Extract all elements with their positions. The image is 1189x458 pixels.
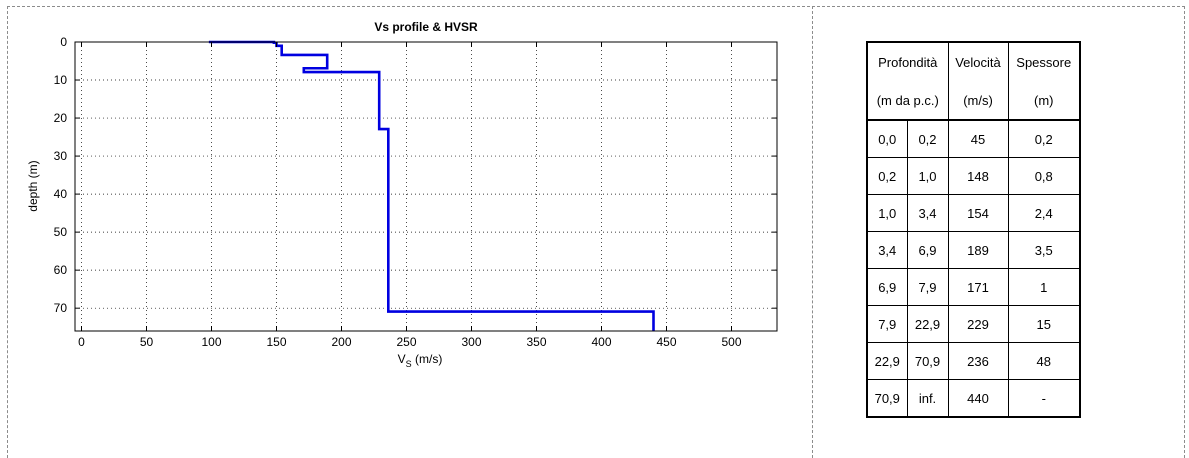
cell-velocity: 189	[947, 231, 1009, 269]
x-tick-label: 300	[461, 335, 481, 349]
cell-velocity: 148	[947, 157, 1009, 195]
cell-thickness: 1	[1007, 268, 1081, 306]
cell-thickness: 3,5	[1007, 231, 1081, 269]
cell-depth-from: 7,9	[866, 305, 908, 343]
y-tick-label: 10	[54, 73, 68, 87]
table-row: 0,0 0,2 45 0,2	[866, 119, 1081, 158]
strata-table-wrap: Profondità Velocità Spessore (m da p.c.)…	[866, 41, 1081, 418]
table-units-row: (m da p.c.) (m/s) (m)	[866, 81, 1081, 121]
cell-depth-to: 7,9	[906, 268, 949, 306]
header-spessore: Spessore	[1007, 41, 1081, 81]
x-tick-label: 0	[78, 335, 85, 349]
x-tick-label: 250	[396, 335, 416, 349]
panel-divider	[812, 6, 813, 458]
table-row: 22,9 70,9 236 48	[866, 342, 1081, 380]
cell-depth-to: 22,9	[906, 305, 949, 343]
cell-thickness: -	[1007, 379, 1081, 418]
y-tick-label: 70	[54, 301, 68, 315]
cell-depth-from: 1,0	[866, 194, 908, 232]
vs-profile-chart: Vs profile & HVSR 0 50 100 150 200 250 300 350 4…	[26, 20, 778, 369]
cell-depth-to: 70,9	[906, 342, 949, 380]
x-tick-label: 150	[266, 335, 286, 349]
y-axis-label: depth (m)	[26, 160, 40, 211]
cell-velocity: 154	[947, 194, 1009, 232]
x-tick-label: 50	[140, 335, 154, 349]
x-tick-label: 350	[526, 335, 546, 349]
cell-velocity: 440	[947, 379, 1009, 418]
series-layer	[208, 40, 655, 331]
page-frame	[7, 6, 1185, 458]
cell-velocity: 236	[947, 342, 1009, 380]
table-row: 1,0 3,4 154 2,4	[866, 194, 1081, 232]
cell-depth-from: 0,2	[866, 157, 908, 195]
unit-spessore: (m)	[1007, 81, 1081, 121]
x-tick-label: 200	[331, 335, 351, 349]
cell-thickness: 2,4	[1007, 194, 1081, 232]
plot-area-frame	[74, 41, 778, 332]
cell-depth-to: inf.	[906, 379, 949, 418]
y-tick-label: 0	[60, 35, 67, 49]
cell-depth-from: 6,9	[866, 268, 908, 306]
cell-depth-to: 6,9	[906, 231, 949, 269]
cell-depth-to: 1,0	[906, 157, 949, 195]
vs-profile-line	[208, 40, 655, 331]
y-tick-label: 20	[54, 111, 68, 125]
cell-thickness: 48	[1007, 342, 1081, 380]
cell-depth-to: 3,4	[906, 194, 949, 232]
cell-velocity: 171	[947, 268, 1009, 306]
x-tick-label: 450	[656, 335, 676, 349]
x-axis-label: VS (m/s)	[398, 352, 443, 369]
cell-thickness: 15	[1007, 305, 1081, 343]
table-row: 6,9 7,9 171 1	[866, 268, 1081, 306]
grid-lines	[75, 41, 777, 331]
tick-labels: 0 50 100 150 200 250 300 350 400 450 500 0 10 20 30 40 5…	[54, 35, 742, 349]
cell-velocity: 45	[947, 119, 1009, 158]
chart-title: Vs profile & HVSR	[374, 20, 478, 34]
table-row: 70,9 inf. 440 -	[866, 379, 1081, 418]
cell-velocity: 229	[947, 305, 1009, 343]
table-header-row: Profondità Velocità Spessore	[866, 41, 1081, 81]
table-row: 7,9 22,9 229 15	[866, 305, 1081, 343]
x-tick-label: 400	[591, 335, 611, 349]
cell-thickness: 0,8	[1007, 157, 1081, 195]
cell-depth-from: 70,9	[866, 379, 908, 418]
cell-depth-from: 22,9	[866, 342, 908, 380]
cell-depth-from: 0,0	[866, 119, 908, 158]
y-tick-label: 30	[54, 149, 68, 163]
table-row: 3,4 6,9 189 3,5	[866, 231, 1081, 269]
cell-depth-from: 3,4	[866, 231, 908, 269]
header-velocita: Velocità	[947, 41, 1009, 81]
y-tick-label: 60	[54, 263, 68, 277]
header-profondita: Profondità	[866, 41, 949, 81]
x-tick-label: 500	[721, 335, 741, 349]
unit-velocita: (m/s)	[947, 81, 1009, 121]
unit-profondita: (m da p.c.)	[866, 81, 949, 121]
y-tick-label: 50	[54, 225, 68, 239]
cell-depth-to: 0,2	[906, 119, 949, 158]
y-tick-label: 40	[54, 187, 68, 201]
tick-marks	[75, 41, 777, 331]
x-tick-label: 100	[201, 335, 221, 349]
table-row: 0,2 1,0 148 0,8	[866, 157, 1081, 195]
cell-thickness: 0,2	[1007, 119, 1081, 158]
strata-table: Profondità Velocità Spessore (m da p.c.)…	[866, 41, 1081, 418]
